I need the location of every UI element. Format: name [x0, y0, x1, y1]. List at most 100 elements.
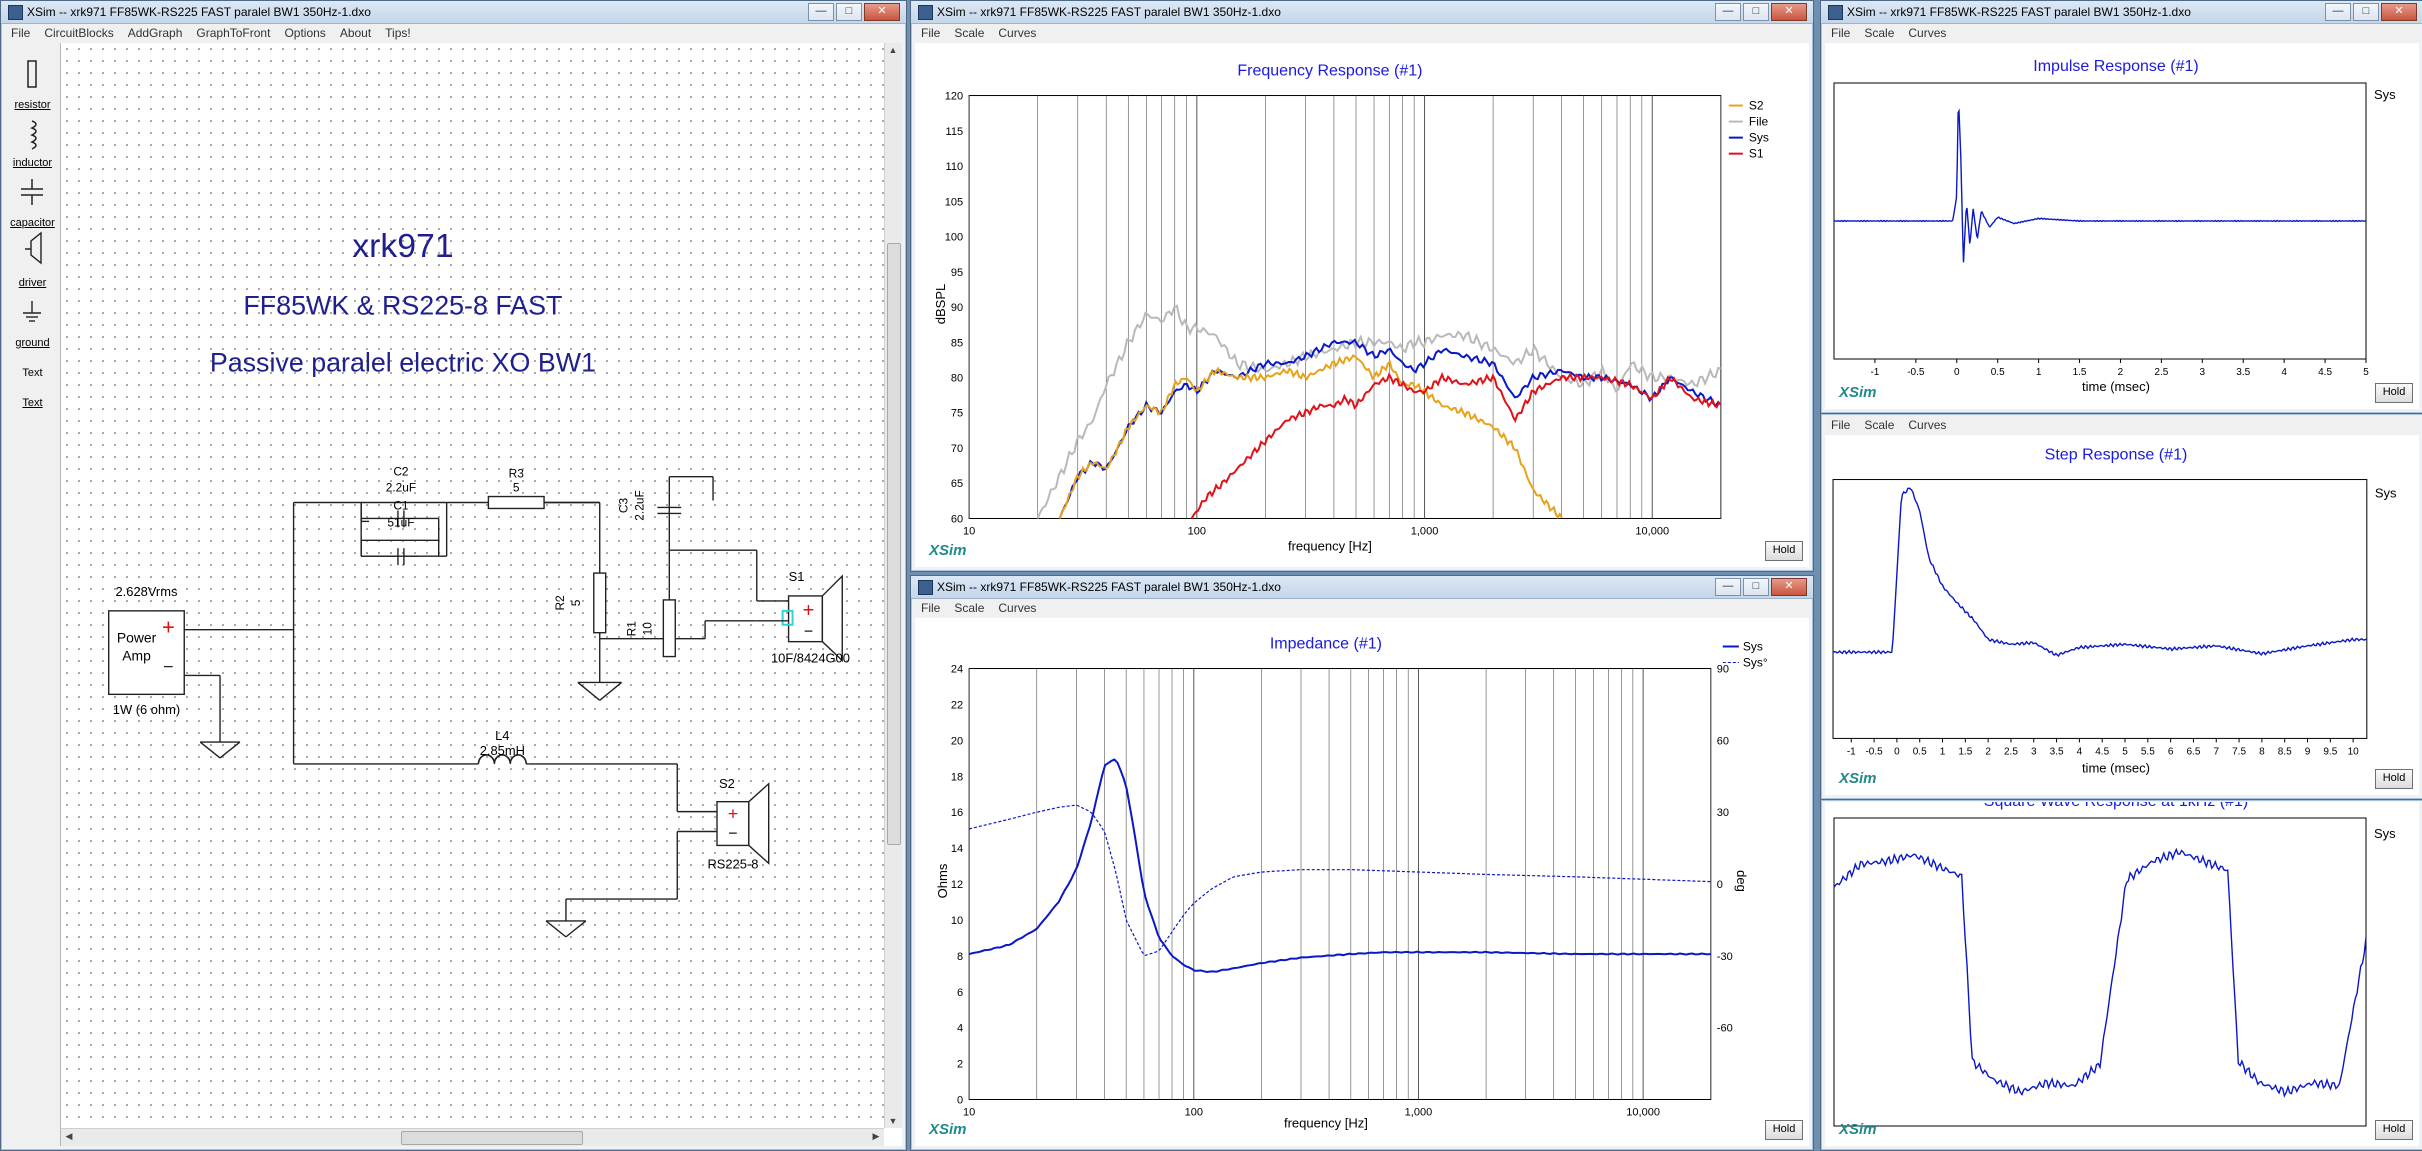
menu-file[interactable]: File — [921, 26, 941, 40]
c2-c1-capacitors[interactable] — [360, 503, 440, 566]
step-window[interactable]: File Scale Curves Step Response (#1) tim… — [1820, 413, 2422, 800]
menu-addgraph[interactable]: AddGraph — [127, 26, 183, 40]
freq-client: Frequency Response (#1) frequency [Hz] d… — [915, 43, 1809, 567]
r1-value: 10 — [640, 622, 654, 636]
horizontal-scrollbar[interactable]: ◀ ▶ — [61, 1128, 884, 1146]
window-title: XSim -- xrk971 FF85WK-RS225 FAST paralel… — [27, 5, 371, 19]
menu-file[interactable]: File — [921, 601, 941, 615]
menu-curves[interactable]: Curves — [998, 26, 1037, 40]
title-bar[interactable]: XSim -- xrk971 FF85WK-RS225 FAST paralel… — [911, 1, 1813, 24]
menu-graphtofront[interactable]: GraphToFront — [196, 26, 271, 40]
menu-curves[interactable]: Curves — [1908, 26, 1947, 40]
tool-ground[interactable]: ground — [15, 337, 50, 349]
y-tick-label: 4 — [957, 1023, 963, 1035]
close-button[interactable]: ✕ — [2381, 3, 2417, 21]
frequency-response-chart[interactable]: Frequency Response (#1) frequency [Hz] d… — [915, 43, 1809, 567]
menu-file[interactable]: File — [1831, 26, 1851, 40]
impulse-window[interactable]: XSim -- xrk971 FF85WK-RS225 FAST paralel… — [1820, 0, 2422, 414]
title-bar[interactable]: XSim -- xrk971 FF85WK-RS225 FAST paralel… — [1, 1, 906, 24]
s1-selection-marker — [781, 609, 794, 626]
s1-plus: + — [803, 600, 815, 622]
scroll-down-icon[interactable]: ▼ — [888, 1116, 898, 1126]
menu-curves[interactable]: Curves — [998, 601, 1037, 615]
x-tick-label: 1 — [2036, 367, 2042, 378]
tool-capacitor[interactable]: capacitor — [10, 217, 55, 229]
r3-resistor[interactable] — [487, 495, 545, 510]
schematic-client: resistor inductor capacitor driver groun… — [5, 43, 902, 1146]
horizontal-scroll-thumb[interactable] — [401, 1131, 583, 1145]
close-button[interactable]: ✕ — [864, 3, 900, 21]
impedance-window[interactable]: XSim -- xrk971 FF85WK-RS225 FAST paralel… — [910, 575, 1814, 1151]
menu-circuitblocks[interactable]: CircuitBlocks — [44, 26, 114, 40]
hold-button[interactable]: Hold — [1765, 541, 1803, 561]
x-tick-label: 5 — [2363, 367, 2369, 378]
maximize-button[interactable]: □ — [1743, 3, 1769, 21]
scroll-up-icon[interactable]: ▲ — [888, 45, 898, 55]
hold-button[interactable]: Hold — [2375, 1120, 2413, 1140]
y-tick-label: 70 — [951, 443, 963, 455]
r1-resistor[interactable] — [662, 599, 676, 658]
y-tick-label: 115 — [946, 126, 964, 138]
impedance-chart[interactable]: Impedance (#1) frequency [Hz] Ohms deg 0… — [915, 618, 1809, 1146]
maximize-button[interactable]: □ — [1743, 578, 1769, 596]
maximize-button[interactable]: □ — [2353, 3, 2379, 21]
ground-symbol-s2 — [545, 920, 587, 938]
close-button[interactable]: ✕ — [1771, 3, 1807, 21]
x-tick-label: -1 — [1847, 746, 1856, 757]
impulse-response-chart[interactable]: Impulse Response (#1) time (msec) Sys -1… — [1825, 43, 2419, 409]
s1-driver[interactable] — [787, 574, 843, 663]
title-bar[interactable]: XSim -- xrk971 FF85WK-RS225 FAST paralel… — [1821, 1, 2422, 24]
y-tick-label: 2 — [957, 1059, 963, 1071]
menu-file[interactable]: File — [11, 26, 31, 40]
menu-scale[interactable]: Scale — [954, 601, 985, 615]
menu-scale[interactable]: Scale — [1864, 418, 1895, 432]
hold-button[interactable]: Hold — [2375, 769, 2413, 789]
vertical-scrollbar[interactable]: ▲ ▼ — [884, 43, 902, 1128]
tool-resistor[interactable]: resistor — [14, 99, 51, 111]
r2-resistor[interactable] — [593, 572, 607, 634]
maximize-button[interactable]: □ — [836, 3, 862, 21]
tool-text-2[interactable]: Text — [22, 397, 43, 409]
menu-about[interactable]: About — [339, 26, 372, 40]
power-amp[interactable] — [108, 610, 185, 696]
menu-options[interactable]: Options — [284, 26, 326, 40]
vertical-scroll-thumb[interactable] — [887, 243, 901, 845]
hold-button[interactable]: Hold — [1765, 1120, 1803, 1140]
l4-inductor[interactable] — [477, 754, 527, 764]
minimize-button[interactable]: — — [808, 3, 834, 21]
minimize-button[interactable]: — — [1715, 578, 1741, 596]
title-bar[interactable]: XSim -- xrk971 FF85WK-RS225 FAST paralel… — [911, 576, 1813, 599]
step-response-chart[interactable]: Step Response (#1) time (msec) Sys -1 -0.… — [1825, 435, 2419, 795]
menu-scale[interactable]: Scale — [954, 26, 985, 40]
close-button[interactable]: ✕ — [1771, 578, 1807, 596]
minimize-button[interactable]: — — [1715, 3, 1741, 21]
square-wave-chart[interactable]: Square Wave Response at 1kHz (#1) Sys — [1825, 802, 2419, 1146]
square-client: Square Wave Response at 1kHz (#1) Sys XS… — [1825, 802, 2419, 1146]
scroll-right-icon[interactable]: ▶ — [872, 1131, 880, 1141]
menu-file[interactable]: File — [1831, 418, 1851, 432]
x-axis-label: time (msec) — [2082, 761, 2150, 776]
schematic-window[interactable]: XSim -- xrk971 FF85WK-RS225 FAST paralel… — [0, 0, 907, 1151]
y2-tick-label: 30 — [1717, 807, 1729, 819]
x-axis-label: frequency [Hz] — [1288, 539, 1372, 554]
hold-button[interactable]: Hold — [2375, 383, 2413, 403]
x-tick-label: 3 — [2200, 367, 2206, 378]
menu-curves[interactable]: Curves — [1908, 418, 1947, 432]
freq-window[interactable]: XSim -- xrk971 FF85WK-RS225 FAST paralel… — [910, 0, 1814, 572]
y-tick-label: 110 — [946, 161, 964, 173]
tool-inductor[interactable]: inductor — [12, 157, 53, 169]
minimize-button[interactable]: — — [2325, 3, 2351, 21]
ground-symbol-amp — [199, 741, 241, 759]
menu-scale[interactable]: Scale — [1864, 26, 1895, 40]
x-tick-label: 2 — [1985, 746, 1991, 757]
menu-tips[interactable]: Tips! — [385, 26, 411, 40]
c3-capacitor[interactable] — [657, 503, 682, 515]
s2-driver[interactable] — [716, 782, 770, 865]
scroll-left-icon[interactable]: ◀ — [65, 1131, 73, 1141]
tool-driver[interactable]: driver — [18, 277, 47, 289]
x-tick-label: 100 — [1188, 526, 1206, 538]
schematic-drawing[interactable]: xrk971 FF85WK & RS225-8 FAST Passive par… — [61, 43, 884, 1128]
square-window[interactable]: Square Wave Response at 1kHz (#1) Sys XS… — [1820, 799, 2422, 1151]
schematic-canvas[interactable]: xrk971 FF85WK & RS225-8 FAST Passive par… — [61, 43, 884, 1128]
tool-text[interactable]: Text — [22, 367, 43, 379]
